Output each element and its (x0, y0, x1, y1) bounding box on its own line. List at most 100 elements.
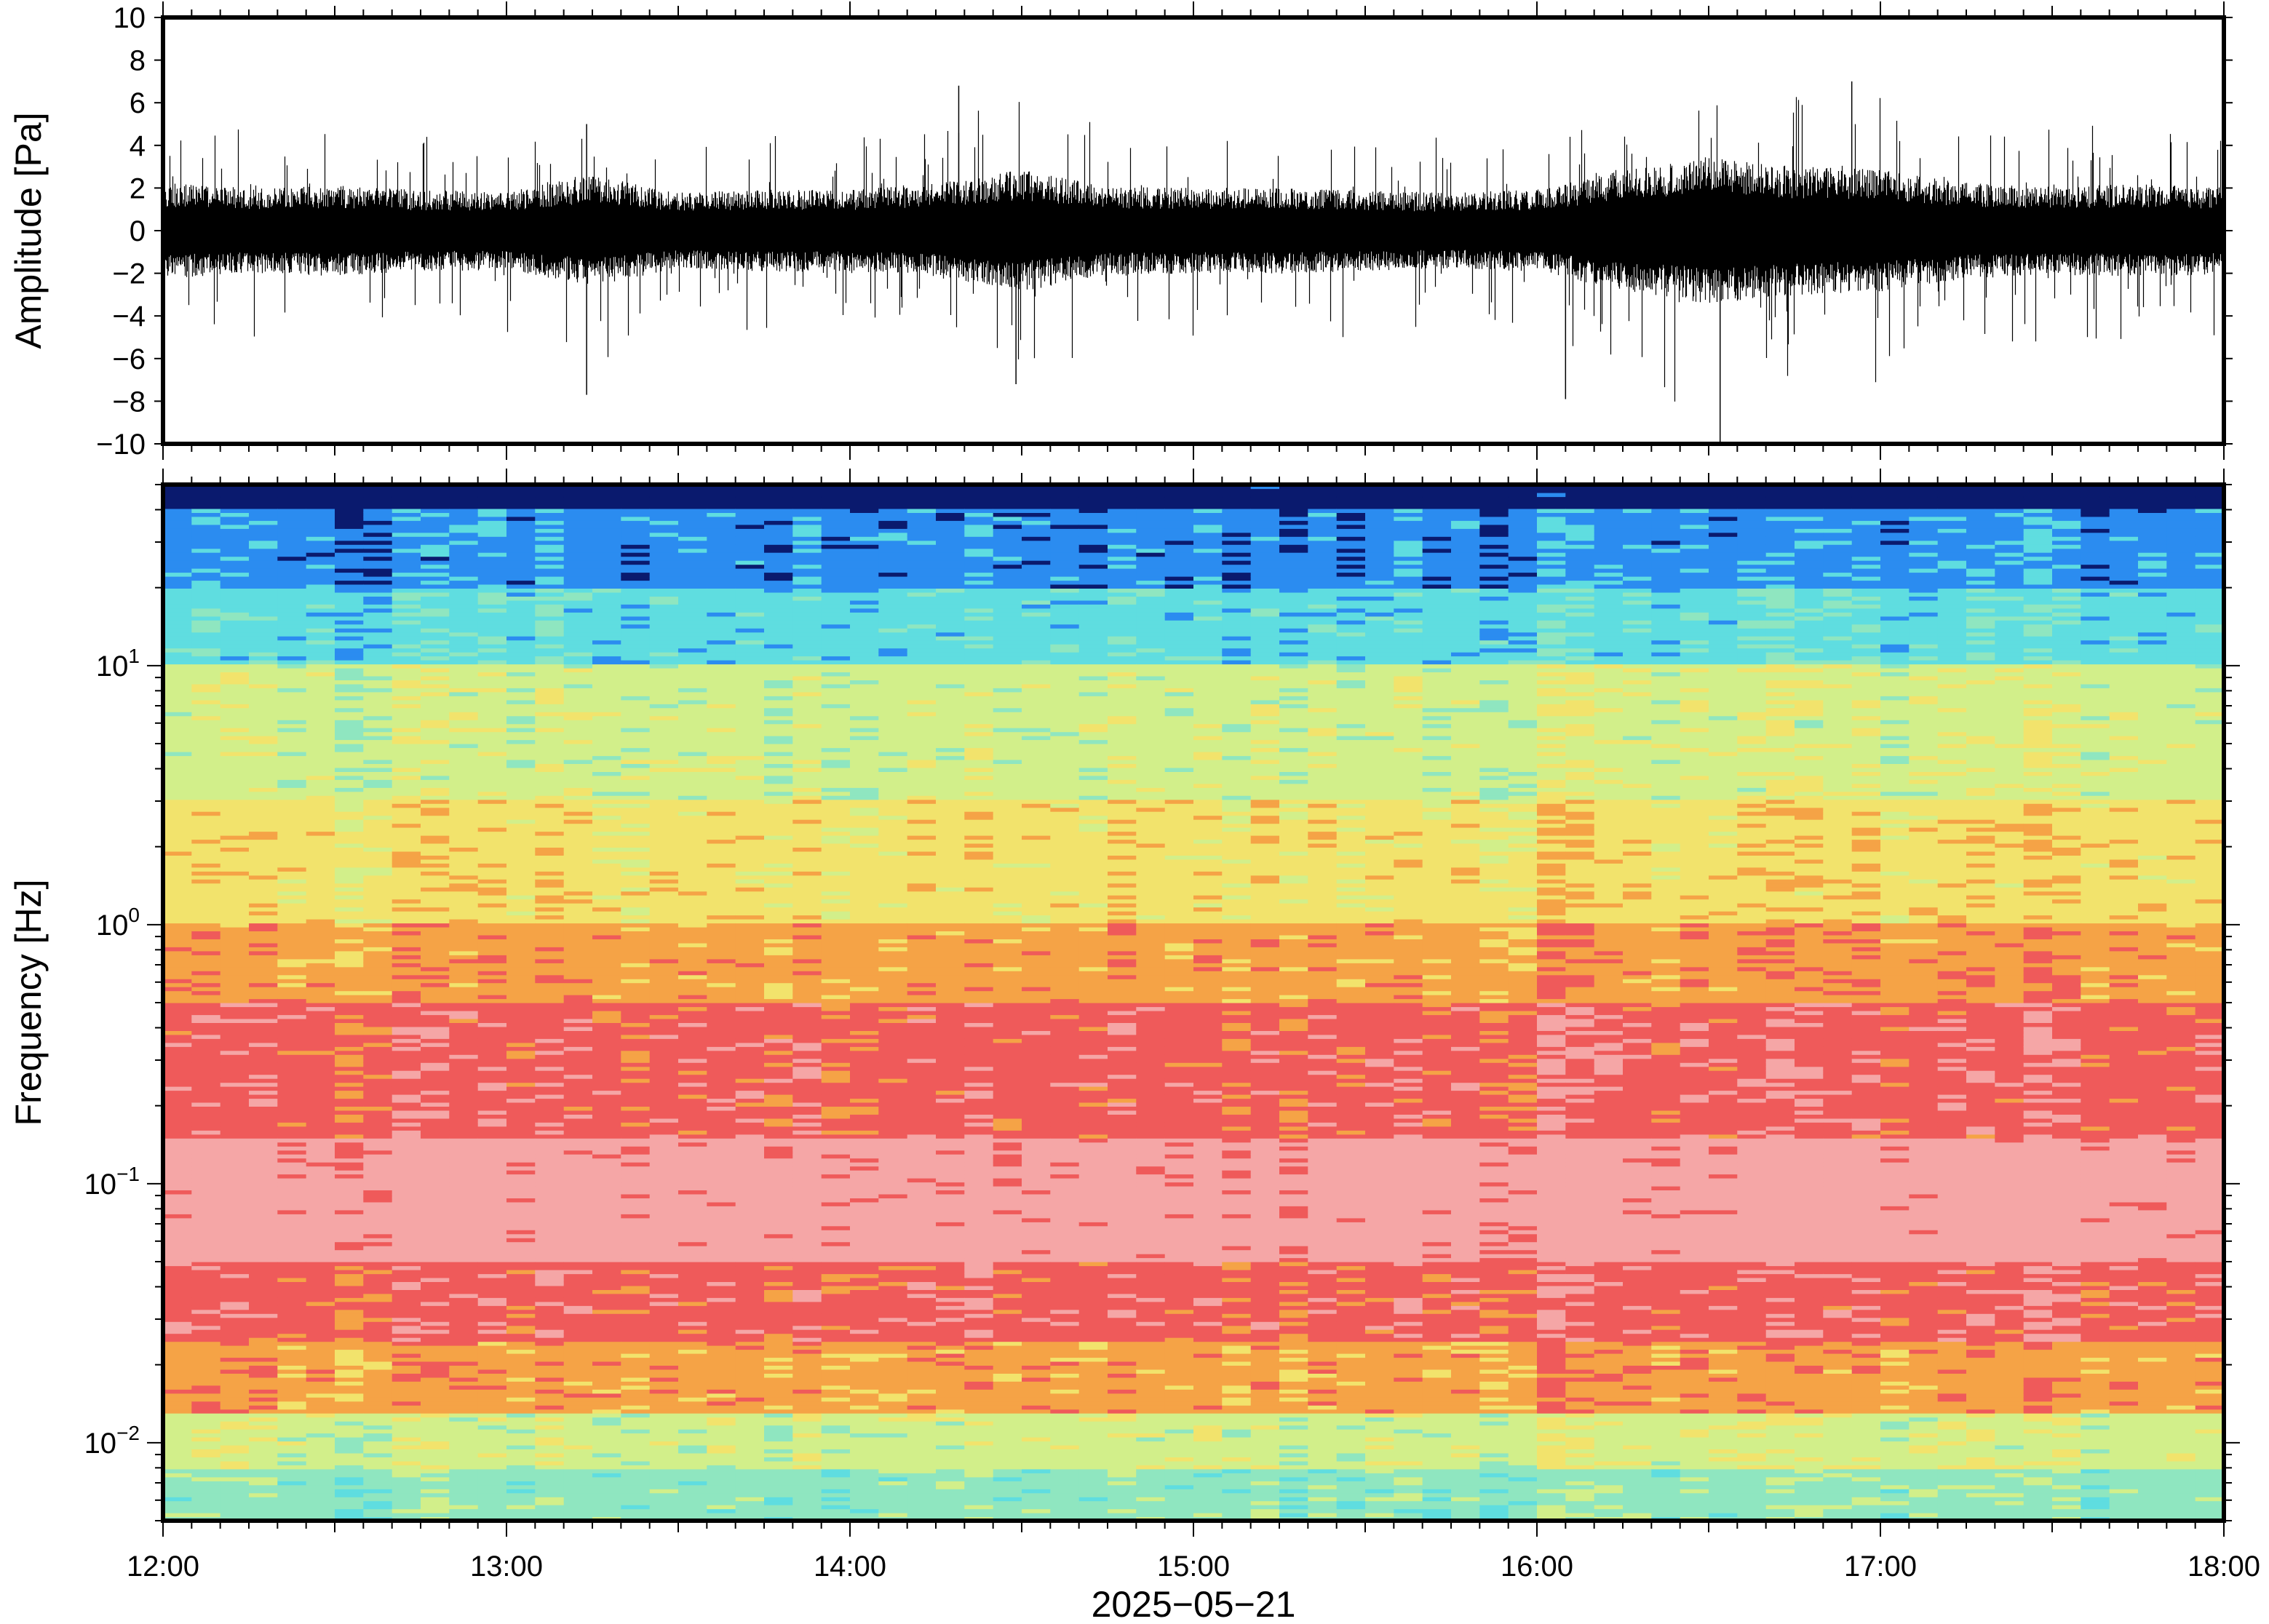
spectrogram-cell (477, 544, 507, 549)
spectrogram-cell (621, 1297, 651, 1302)
spectrogram-cell (363, 544, 393, 549)
spectrogram-cell (649, 1174, 679, 1179)
spectrogram-cell (477, 1102, 507, 1107)
spectrogram-cell (249, 923, 278, 928)
spectrogram-cell (363, 588, 393, 593)
spectrogram-cell (277, 1337, 307, 1342)
spectrogram-cell (277, 1026, 307, 1031)
spectrogram-cell (421, 620, 450, 625)
spectrogram-cell (363, 847, 393, 852)
spectrogram-cell (678, 1062, 707, 1067)
spectrogram-cell (563, 863, 593, 868)
spectrogram-cell (306, 755, 335, 760)
spectrogram-cell (421, 1257, 450, 1262)
spectrogram-cell (163, 1225, 192, 1230)
spectrogram-cell (249, 1046, 278, 1051)
spectrogram-cell (563, 759, 593, 764)
spectrogram-cell (535, 1385, 565, 1390)
spectrogram-cell (249, 907, 278, 912)
spectrogram-cell (249, 1309, 278, 1314)
spectrogram-cell (277, 947, 307, 952)
spectrogram-cell (277, 1437, 307, 1442)
spectrogram-cell (363, 584, 393, 589)
spectrogram-cell (249, 1365, 278, 1370)
spectrogram-cell (163, 1110, 192, 1115)
spectrogram-cell (506, 739, 536, 744)
spectrogram-cell (621, 1497, 651, 1502)
spectrogram-cell (421, 1022, 450, 1027)
spectrogram-cell (592, 508, 621, 513)
spectrogram-cell (563, 1484, 593, 1489)
spectrogram-cell (449, 552, 479, 557)
spectrogram-cell (191, 1421, 221, 1426)
spectrogram-cell (277, 508, 307, 513)
spectrogram-cell (277, 1122, 307, 1127)
spectrogram-cell (335, 963, 364, 968)
spectrogram-cell (563, 839, 593, 844)
spectrogram-cell (220, 1349, 250, 1354)
spectrogram-cell (277, 1062, 307, 1067)
spectrogram-cell (220, 660, 250, 665)
spectrogram-cell (592, 1325, 621, 1330)
spectrogram-cell (592, 1193, 621, 1198)
spectrogram-cell (191, 966, 221, 971)
waveform-plot-area (163, 81, 2224, 444)
spectrogram-cell (363, 1138, 393, 1143)
spectrogram-cell (477, 759, 507, 764)
spectrogram-cell (306, 787, 335, 792)
spectrogram-cell (449, 636, 479, 641)
spectrogram-cell (191, 1484, 221, 1489)
spectrogram-cell (220, 974, 250, 979)
spectrogram-cell (449, 485, 479, 490)
spectrogram-cell (535, 1074, 565, 1079)
spectrogram-cell (477, 847, 507, 852)
spectrogram-cell (392, 1006, 421, 1011)
spectrogram-cell (621, 1345, 651, 1350)
waveform-y-tick-label: 8 (130, 45, 146, 77)
spectrogram-cell (449, 1090, 479, 1095)
spectrogram-cell (477, 688, 507, 693)
spectrogram-cell (163, 664, 192, 669)
spectrogram-cell (649, 516, 679, 521)
spectrogram-cell (592, 680, 621, 685)
spectrogram-cell (535, 763, 565, 768)
spectrogram-cell (421, 955, 450, 960)
spectrogram-cell (649, 1333, 679, 1338)
spectrogram-cell (277, 875, 307, 880)
spectrogram-cell (449, 1030, 479, 1035)
spectrogram-cell (592, 652, 621, 657)
spectrogram-cell (649, 1038, 679, 1043)
spectrogram-cell (449, 1082, 479, 1087)
spectrogram-cell (363, 1054, 393, 1059)
spectrogram-cell (649, 1377, 679, 1382)
spectrogram-cell (421, 1377, 450, 1382)
spectrogram-cell (191, 963, 221, 968)
spectrogram-cell (449, 1170, 479, 1175)
spectrogram-cell (335, 548, 364, 553)
spectrogram-cell (421, 604, 450, 609)
spectrogram-cell (249, 1050, 278, 1055)
spectrogram-cell (163, 744, 192, 749)
spectrogram-cell (220, 915, 250, 920)
spectrogram-cell (220, 1413, 250, 1418)
spectrogram-cell (306, 731, 335, 736)
spectrogram-cell (535, 508, 565, 513)
spectrogram-cell (392, 1393, 421, 1398)
spectrogram-cell (449, 488, 479, 493)
spectrogram-cell (621, 688, 651, 693)
spectrogram-cell (563, 1421, 593, 1426)
spectrogram-cell (191, 926, 221, 931)
spectrogram-cell (506, 907, 536, 912)
spectrogram-cell (335, 588, 364, 593)
spectrogram-cell (363, 1317, 393, 1322)
spectrogram-cell (306, 947, 335, 952)
spectrogram-cell (621, 516, 651, 521)
spectrogram-cell (621, 1481, 651, 1486)
spectrogram-cell (563, 1301, 593, 1306)
spectrogram-cell (191, 1254, 221, 1259)
spectrogram-cell (306, 1345, 335, 1350)
spectrogram-cell (249, 720, 278, 725)
spectrogram-cell (592, 728, 621, 733)
spectrogram-cell (277, 1006, 307, 1011)
